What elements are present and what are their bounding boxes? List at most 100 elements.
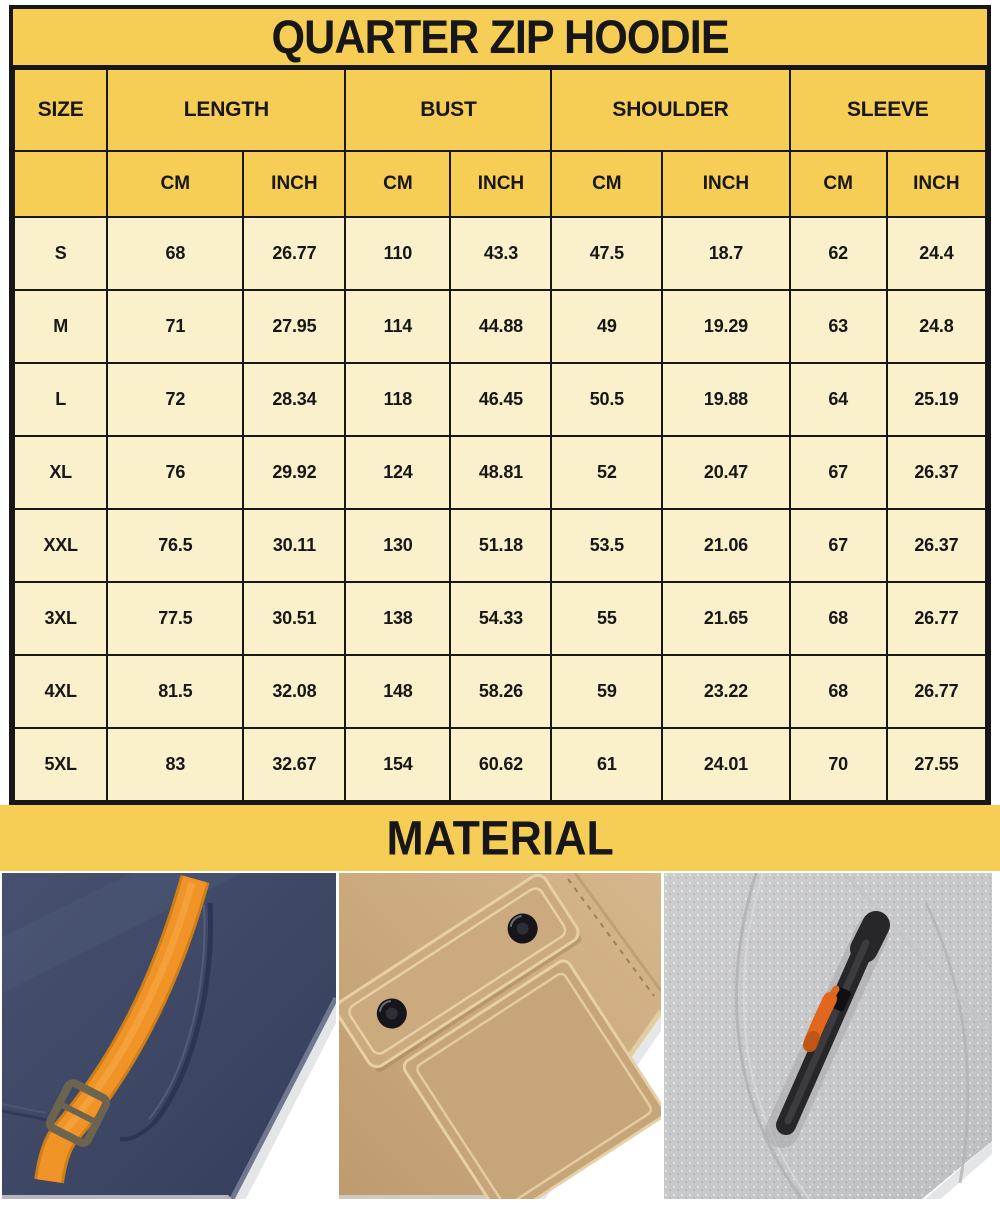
table-row: 5XL 83 32.67 154 60.62 61 24.01 70 27.55 [12,727,988,802]
unit-corner-cell [12,150,109,218]
value-cell: 43.3 [449,216,553,291]
value-cell: 130 [344,508,452,583]
value-cell: 138 [344,581,452,656]
size-chart-sheet: QUARTER ZIP HOODIE SIZE LENGTH BUST SHOU… [9,5,991,806]
header-size: SIZE [12,68,109,152]
value-cell: 26.77 [885,581,988,656]
value-cell: 76 [106,435,245,510]
value-cell: 67 [788,508,888,583]
value-cell: 59 [550,654,664,729]
value-cell: 72 [106,362,245,437]
value-cell: 58.26 [449,654,553,729]
value-cell: 48.81 [449,435,553,510]
value-cell: 124 [344,435,452,510]
unit-cm-shoulder: CM [550,150,664,218]
navy-fabric-image [1,873,345,1205]
value-cell: 77.5 [106,581,245,656]
header-sleeve: SLEEVE [788,68,988,152]
material-photo-gray [664,871,999,1205]
value-cell: 26.77 [242,216,347,291]
size-cell: 4XL [12,654,109,729]
size-cell: M [12,289,109,364]
table-row: XL 76 29.92 124 48.81 52 20.47 67 26.37 [12,435,988,510]
value-cell: 60.62 [449,727,553,802]
table-row: S 68 26.77 110 43.3 47.5 18.7 62 24.4 [12,216,988,291]
size-cell: XL [12,435,109,510]
value-cell: 76.5 [106,508,245,583]
material-heading: MATERIAL [386,810,614,866]
value-cell: 19.29 [661,289,791,364]
header-bust: BUST [344,68,553,152]
value-cell: 83 [106,727,245,802]
value-cell: 54.33 [449,581,553,656]
value-cell: 18.7 [661,216,791,291]
khaki-fabric-image [334,872,669,1205]
gray-fabric-image [664,871,999,1205]
value-cell: 32.67 [242,727,347,802]
value-cell: 55 [550,581,664,656]
value-cell: 24.8 [885,289,988,364]
value-cell: 19.88 [661,362,791,437]
flap-pocket [334,873,666,1205]
value-cell: 68 [788,654,888,729]
pocket-seam [152,902,213,1125]
unit-cm-length: CM [106,150,245,218]
table-row: M 71 27.95 114 44.88 49 19.29 63 24.8 [12,289,988,364]
table-row: XXL 76.5 30.11 130 51.18 53.5 21.06 67 26.37 [12,508,988,583]
value-cell: 32.08 [242,654,347,729]
page-title: QUARTER ZIP HOODIE [13,9,987,68]
table-row: 4XL 81.5 32.08 148 58.26 59 23.22 68 26.77 [12,654,988,729]
unit-inch-shoulder: INCH [661,150,791,218]
unit-inch-sleeve: INCH [885,150,988,218]
pocket-body [402,959,666,1205]
value-cell: 148 [344,654,452,729]
snap-button-left [376,998,407,1029]
value-cell: 52 [550,435,664,510]
value-cell: 24.01 [661,727,791,802]
value-cell: 63 [788,289,888,364]
size-table-body: S 68 26.77 110 43.3 47.5 18.7 62 24.4 M 71 27.95 114… [12,216,988,802]
size-cell: L [12,362,109,437]
value-cell: 29.92 [242,435,347,510]
value-cell: 62 [788,216,888,291]
zip-pocket [765,911,890,1148]
value-cell: 47.5 [550,216,664,291]
value-cell: 68 [106,216,245,291]
unit-cm-bust: CM [344,150,452,218]
value-cell: 21.06 [661,508,791,583]
measure-header-row: SIZE LENGTH BUST SHOULDER SLEEVE [12,68,988,152]
value-cell: 110 [344,216,452,291]
size-cell: 3XL [12,581,109,656]
unit-inch-bust: INCH [449,150,553,218]
material-photo-navy [1,873,345,1205]
page-title-text: QUARTER ZIP HOODIE [271,9,729,64]
value-cell: 26.37 [885,508,988,583]
unit-inch-length: INCH [242,150,347,218]
value-cell: 67 [788,435,888,510]
value-cell: 68 [788,581,888,656]
material-photos [1,871,999,1205]
value-cell: 64 [788,362,888,437]
snap-button-right [507,913,538,944]
value-cell: 53.5 [550,508,664,583]
value-cell: 26.77 [885,654,988,729]
value-cell: 30.51 [242,581,347,656]
value-cell: 25.19 [885,362,988,437]
value-cell: 61 [550,727,664,802]
value-cell: 24.4 [885,216,988,291]
value-cell: 114 [344,289,452,364]
value-cell: 71 [106,289,245,364]
unit-header-row: CM INCH CM INCH CM INCH CM INCH [12,150,988,218]
value-cell: 81.5 [106,654,245,729]
value-cell: 26.37 [885,435,988,510]
value-cell: 27.55 [885,727,988,802]
value-cell: 70 [788,727,888,802]
value-cell: 46.45 [449,362,553,437]
header-length: LENGTH [106,68,347,152]
value-cell: 20.47 [661,435,791,510]
value-cell: 51.18 [449,508,553,583]
size-cell: S [12,216,109,291]
table-row: L 72 28.34 118 46.45 50.5 19.88 64 25.19 [12,362,988,437]
header-shoulder: SHOULDER [550,68,791,152]
